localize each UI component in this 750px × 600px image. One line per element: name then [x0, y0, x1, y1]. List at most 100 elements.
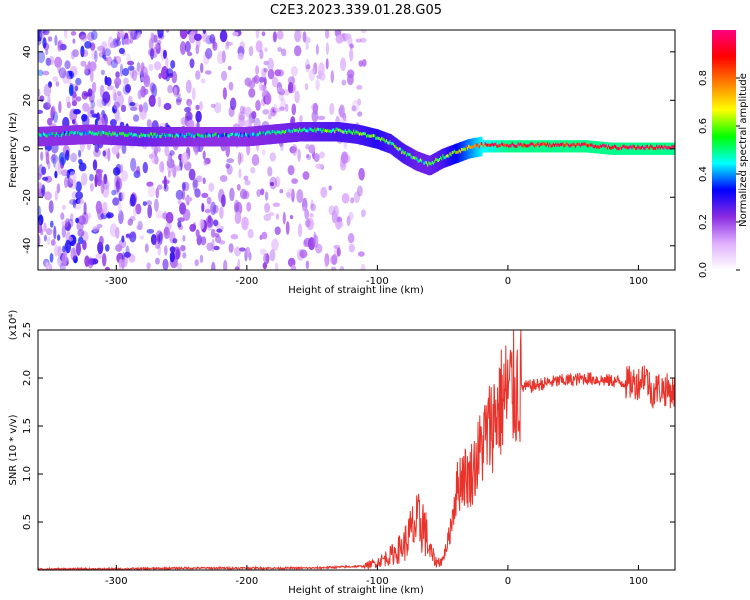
spectrogram-cell	[57, 245, 62, 257]
spectrogram-cell	[56, 234, 61, 241]
spectrogram-cell	[81, 49, 89, 57]
spectrogram-cell	[42, 37, 47, 49]
spectrogram-cell	[251, 111, 257, 119]
spectrogram-cell	[105, 244, 110, 252]
spectrogram-cell	[330, 70, 334, 84]
spectrogram-cell	[205, 215, 214, 228]
spectrogram-x-ticks: -300 -200 -100 0 100	[105, 265, 648, 287]
spectrogram-cell	[116, 30, 125, 38]
spectrogram-cell	[279, 189, 284, 194]
spectrogram-cell	[169, 246, 176, 253]
spectrogram-cell	[294, 30, 301, 43]
spectrogram-cell	[87, 31, 95, 42]
spectrogram-cell	[159, 161, 165, 173]
spectrogram-cell	[123, 77, 129, 86]
spectrogram-cell	[338, 107, 342, 116]
spectrogram-cell	[303, 36, 311, 44]
snr-x-tick-label: 0	[505, 576, 511, 587]
spectrogram-cell	[154, 198, 159, 212]
spectrogram-cell	[78, 236, 84, 245]
spectrogram-cell	[291, 178, 298, 184]
spectrogram-cell	[192, 179, 199, 188]
spectrogram-cell	[211, 261, 216, 270]
spectrogram-cell	[106, 77, 112, 87]
spectrogram-cell	[157, 146, 161, 153]
spectrogram-cell	[173, 86, 178, 98]
spectrogram-cell	[287, 165, 295, 176]
spectrogram-cell	[54, 158, 61, 172]
spectrogram-cell	[312, 102, 319, 115]
spectrogram-cell	[54, 190, 59, 201]
spectrogram-cell	[100, 41, 108, 53]
spectrogram-cell	[291, 144, 298, 156]
spectrogram-cell	[116, 93, 124, 107]
spectrogram-cell	[273, 104, 278, 111]
spectrogram-cell	[206, 242, 214, 251]
spectrogram-cell	[305, 218, 311, 228]
spectrogram-cell	[309, 213, 314, 218]
spectrogram-cell	[276, 30, 284, 40]
spectrogram-cell	[349, 43, 354, 49]
spectrogram-cell	[72, 199, 77, 209]
spectrogram-cell	[54, 35, 58, 46]
spectrogram-cell	[50, 220, 54, 228]
spectrogram-cell	[299, 114, 303, 123]
spectrogram-cell	[293, 84, 297, 93]
spectrogram-cell	[276, 87, 284, 93]
spectrogram-cell	[184, 196, 193, 202]
spectrogram-cell	[180, 245, 186, 252]
spectrogram-cell	[264, 202, 271, 213]
spectrogram-cell	[75, 191, 84, 200]
spectrogram-cell	[130, 194, 136, 207]
spectrogram-cell	[362, 209, 367, 217]
spectrogram-cell	[357, 185, 363, 197]
spectrogram-cell	[64, 60, 71, 70]
snr-y-multiplier: (x10⁴)	[8, 310, 19, 341]
spectrogram-cell	[353, 191, 360, 204]
spectrogram-cell	[269, 249, 276, 262]
spectrogram-cell	[136, 61, 141, 72]
spectrogram-cell	[258, 82, 263, 92]
spectrogram-cell	[317, 115, 326, 121]
spectrogram-cell	[234, 199, 240, 212]
spectrogram-y-axis-label: Frequency (Hz)	[8, 112, 19, 188]
spectrogram-cell	[176, 262, 183, 270]
spectrogram-cell	[351, 99, 360, 112]
spectrogram-cell	[119, 63, 124, 77]
spectrogram-cell	[151, 84, 158, 98]
spectrogram-cell	[192, 177, 198, 192]
spectrogram-cell	[38, 220, 42, 225]
spectrogram-cell	[302, 171, 310, 180]
colorbar-gradient	[712, 30, 736, 270]
spectrogram-cell	[199, 254, 204, 264]
spectrogram-cell	[268, 212, 275, 217]
spectrogram-cell	[234, 266, 240, 270]
spectrogram-cell	[48, 55, 55, 66]
spectrogram-cell	[148, 63, 154, 72]
spectrogram-cell	[38, 172, 41, 181]
spectrogram-cell	[157, 30, 164, 38]
spectrogram-cell	[163, 49, 167, 60]
spectrogram-cell	[118, 47, 125, 55]
spectrogram-cell	[189, 223, 197, 232]
spectrogram-cell	[228, 243, 234, 253]
spectrogram-cell	[213, 245, 220, 251]
spectrogram-cell	[325, 42, 329, 56]
spectrogram-cell	[229, 97, 237, 111]
spectrogram-cell	[80, 45, 85, 58]
spectrogram-cell	[177, 217, 185, 222]
spectrogram-cell	[320, 186, 328, 199]
spectrogram-cell	[129, 31, 134, 44]
spectrogram-cell	[60, 212, 65, 220]
spectrogram-cell	[270, 181, 274, 187]
spectrogram-cell	[103, 173, 108, 185]
spectrogram-cell	[53, 225, 57, 240]
spectrogram-cell	[175, 96, 183, 103]
spectrogram-cell	[358, 60, 364, 67]
spectrogram-cell	[200, 236, 207, 246]
spectrogram-cell	[102, 91, 111, 104]
spectrogram-cell	[285, 192, 291, 198]
spectrogram-cell	[122, 68, 130, 76]
spectrogram-cell	[139, 235, 144, 240]
spectrogram-cell	[347, 74, 354, 86]
